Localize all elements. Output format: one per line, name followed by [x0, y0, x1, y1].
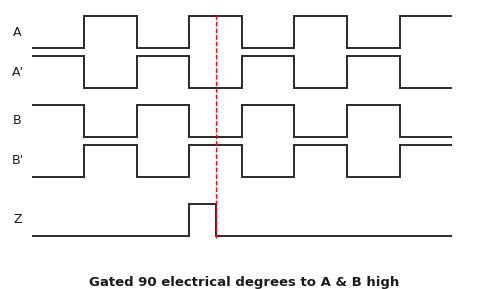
Text: Gated 90 electrical degrees to A & B high: Gated 90 electrical degrees to A & B hig…: [89, 276, 399, 289]
Text: B: B: [13, 114, 22, 127]
Text: A': A': [11, 66, 23, 79]
Text: B': B': [11, 154, 23, 167]
Text: Z: Z: [13, 213, 21, 226]
Text: A: A: [13, 26, 21, 39]
